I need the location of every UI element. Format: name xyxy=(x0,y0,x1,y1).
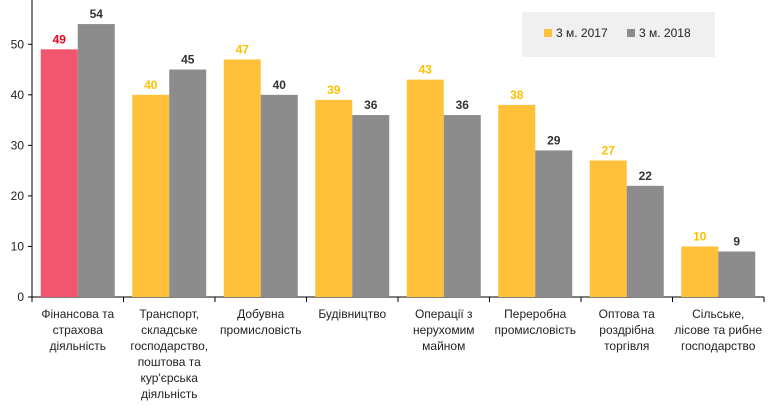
bar-2017 xyxy=(315,99,353,297)
category-label: Фінансова та страхова діяльність xyxy=(41,307,114,353)
bar-2017-value-label: 49 xyxy=(53,32,67,46)
bar-2018-value-label: 54 xyxy=(90,7,104,21)
legend: 3 м. 2017 3 м. 2018 xyxy=(522,12,715,57)
legend-label-2018: 3 м. 2018 xyxy=(639,26,691,40)
bar-2018 xyxy=(718,251,756,297)
legend-label-2017: 3 м. 2017 xyxy=(556,26,608,40)
legend-swatch-2017 xyxy=(544,29,552,37)
y-tick-label: 40 xyxy=(11,88,25,102)
bar-2017 xyxy=(406,79,444,298)
bar-2018-value-label: 22 xyxy=(639,169,653,183)
y-tick-label: 10 xyxy=(11,239,25,253)
bar-2018-value-label: 45 xyxy=(181,53,195,67)
x-axis xyxy=(31,296,765,302)
y-tick-label: 20 xyxy=(11,189,25,203)
bar-2017-value-label: 27 xyxy=(602,144,616,158)
bar-2017-value-label: 10 xyxy=(693,229,707,243)
bar-2018 xyxy=(77,24,115,298)
category-label: Переробна промисловість xyxy=(495,307,576,337)
bar-2017-value-label: 43 xyxy=(419,63,433,77)
bar-2017 xyxy=(132,94,170,298)
category-label: Транспорт, складське господарство, поштова … xyxy=(130,307,208,401)
bar-2018 xyxy=(352,115,390,297)
bar-2017 xyxy=(223,59,261,297)
category-label: Операції з нерухомим майном xyxy=(413,307,475,353)
bar-2018 xyxy=(626,185,664,297)
bar-2018 xyxy=(535,150,573,297)
y-tick-label: 30 xyxy=(11,138,25,152)
bar-2017-value-label: 39 xyxy=(327,83,341,97)
value-labels: 49 54 40 45 47 40 39 36 43 36 38 29 27 22 10 9 xyxy=(53,7,741,248)
bar-2017 xyxy=(681,246,719,297)
category-label: Будівництво xyxy=(318,307,386,321)
bar-2017 xyxy=(40,49,78,298)
bar-2017 xyxy=(589,160,627,297)
y-tick-label: 50 xyxy=(11,37,25,51)
category-label: Сільське, лісове та рибне господарство xyxy=(674,307,762,353)
bar-2018-value-label: 9 xyxy=(733,235,740,249)
bar-2017-value-label: 38 xyxy=(510,88,524,102)
bar-2018-value-label: 40 xyxy=(273,78,287,92)
bar-2018 xyxy=(260,94,298,298)
legend-swatch-2018 xyxy=(627,29,635,37)
category-labels: Фінансова та страхова діяльність Транспорт,… xyxy=(41,307,762,401)
bar-2018-value-label: 36 xyxy=(364,98,378,112)
bar-2018-value-label: 36 xyxy=(456,98,470,112)
bar-2018 xyxy=(169,69,207,297)
bar-2017 xyxy=(498,104,536,297)
bar-2018 xyxy=(443,115,481,297)
legend-box xyxy=(522,12,715,57)
category-label: Добувна промисловість xyxy=(220,307,301,337)
y-axis: 0 10 20 30 40 50 xyxy=(11,0,33,304)
bar-2018-value-label: 29 xyxy=(547,133,561,147)
category-label: Оптова та роздрібна торгівля xyxy=(599,307,655,353)
y-tick-label: 0 xyxy=(17,290,24,304)
bar-2017-value-label: 47 xyxy=(236,42,250,56)
bar-2017-value-label: 40 xyxy=(144,78,158,92)
bars xyxy=(40,24,756,298)
